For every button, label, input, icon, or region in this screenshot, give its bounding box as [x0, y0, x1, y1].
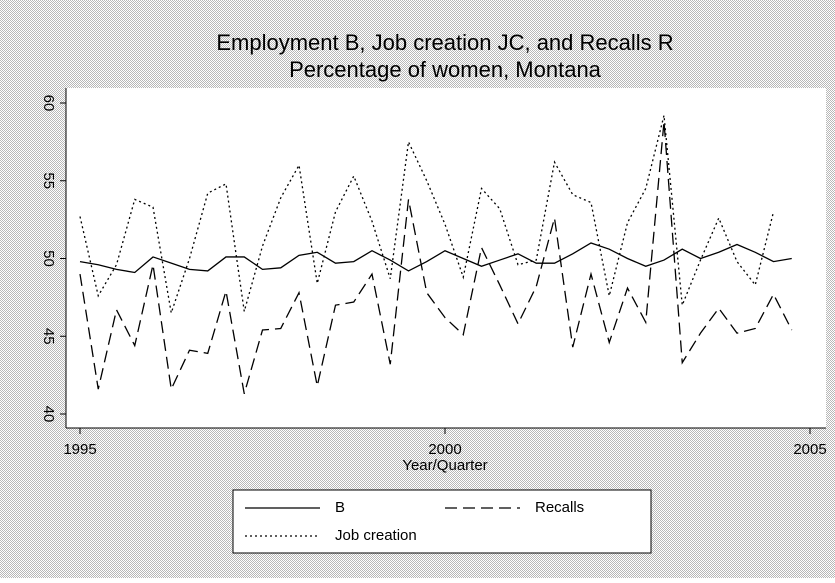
x-tick-label: 2005: [793, 441, 826, 458]
y-tick-label: 45: [40, 328, 57, 345]
series-line: [79, 242, 792, 274]
series-line: [79, 121, 793, 394]
x-axis-title: Year/Quarter: [402, 457, 487, 474]
y-tick-label: 40: [40, 406, 57, 423]
y-tick-label: 50: [40, 250, 57, 267]
legend-box: [232, 489, 652, 554]
y-tick-label: 55: [40, 172, 57, 189]
legend-label: B: [335, 499, 345, 516]
legend-label: Recalls: [535, 499, 584, 516]
x-tick-label: 1995: [63, 441, 96, 458]
chart-subtitle: Percentage of women, Montana: [289, 57, 602, 82]
chart-title: Employment B, Job creation JC, and Recal…: [216, 30, 673, 55]
plot-area: [66, 88, 826, 428]
y-tick-label: 60: [40, 95, 57, 112]
legend-label: Job creation: [335, 527, 417, 544]
x-tick-label: 2000: [428, 441, 461, 458]
